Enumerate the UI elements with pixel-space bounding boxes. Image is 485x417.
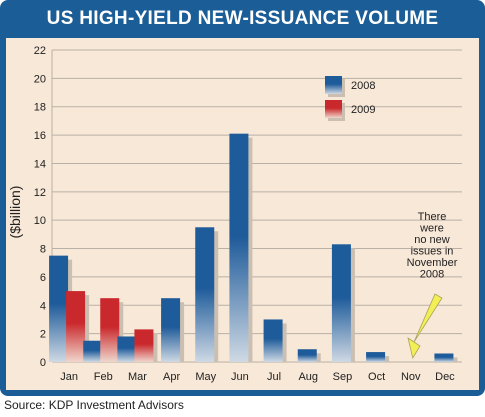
x-tick-label: Oct — [368, 371, 385, 383]
bar-2008-feb — [83, 340, 103, 362]
legend-swatch-2008 — [325, 76, 342, 94]
x-tick-label: Jan — [60, 371, 78, 383]
bar-2008-dec — [434, 353, 454, 362]
x-tick-label: Mar — [128, 371, 147, 383]
annotation-arrow — [407, 293, 443, 360]
y-tick-label: 12 — [34, 187, 46, 199]
annotation-line: 2008 — [420, 269, 444, 281]
y-tick-label: 0 — [40, 357, 46, 369]
x-tick-label: May — [195, 371, 216, 383]
legend-swatch-2009 — [325, 100, 342, 118]
y-tick-label: 8 — [40, 244, 46, 256]
x-tick-label: Jun — [231, 371, 249, 383]
annotation-line: issues in — [411, 246, 454, 258]
x-tick-label: Aug — [298, 371, 318, 383]
legend: 2008 2009 — [325, 76, 375, 121]
x-tick-label: Nov — [401, 371, 421, 383]
y-tick-labels: 0 2 4 6 8 10 12 14 16 18 20 22 — [34, 45, 46, 369]
annotation-line: There — [418, 211, 447, 223]
bar-2008-jul — [263, 319, 283, 362]
bar-2008-may — [195, 227, 215, 362]
x-tick-label: Sep — [333, 371, 353, 383]
chart-title: US HIGH-YIELD NEW-ISSUANCE VOLUME — [46, 8, 439, 29]
bar-2008-jan — [49, 255, 69, 362]
grid-lines — [51, 49, 462, 363]
y-tick-label: 18 — [34, 102, 46, 114]
bar-2008-oct — [366, 352, 386, 362]
y-tick-label: 6 — [40, 272, 46, 284]
bar-2008-aug — [297, 349, 317, 362]
bar-2008-mar — [117, 336, 137, 362]
x-tick-label: Dec — [435, 371, 455, 383]
y-tick-label: 16 — [34, 130, 46, 142]
annotation-line: were — [419, 223, 444, 235]
y-tick-label: 2 — [40, 329, 46, 341]
x-tick-label: Jul — [267, 371, 281, 383]
bar-2008-sep — [331, 244, 351, 362]
y-tick-label: 14 — [34, 158, 46, 170]
bar-2009-mar — [134, 329, 154, 362]
x-tick-label: Apr — [163, 371, 180, 383]
y-tick-label: 10 — [34, 215, 46, 227]
legend-label-2009: 2009 — [351, 104, 375, 116]
bar-2009-feb — [100, 298, 120, 362]
annotation-line: November — [407, 257, 458, 269]
x-tick-labels: Jan Feb Mar Apr May Jun Jul Aug Sep Oct Nov Dec — [60, 371, 455, 383]
bar-2009-jan — [66, 291, 86, 362]
bars — [49, 133, 458, 362]
y-tick-label: 22 — [34, 45, 46, 57]
bar-2008-apr — [161, 298, 181, 362]
x-tick-label: Feb — [94, 371, 113, 383]
y-axis-label: ($billion) — [7, 186, 23, 239]
annotation-line: no new — [414, 234, 450, 246]
legend-label-2008: 2008 — [351, 80, 375, 92]
bar-2008-jun — [229, 133, 249, 362]
y-tick-label: 20 — [34, 73, 46, 85]
source-note: Source: KDP Investment Advisors — [4, 398, 184, 412]
y-tick-label: 4 — [40, 300, 46, 312]
